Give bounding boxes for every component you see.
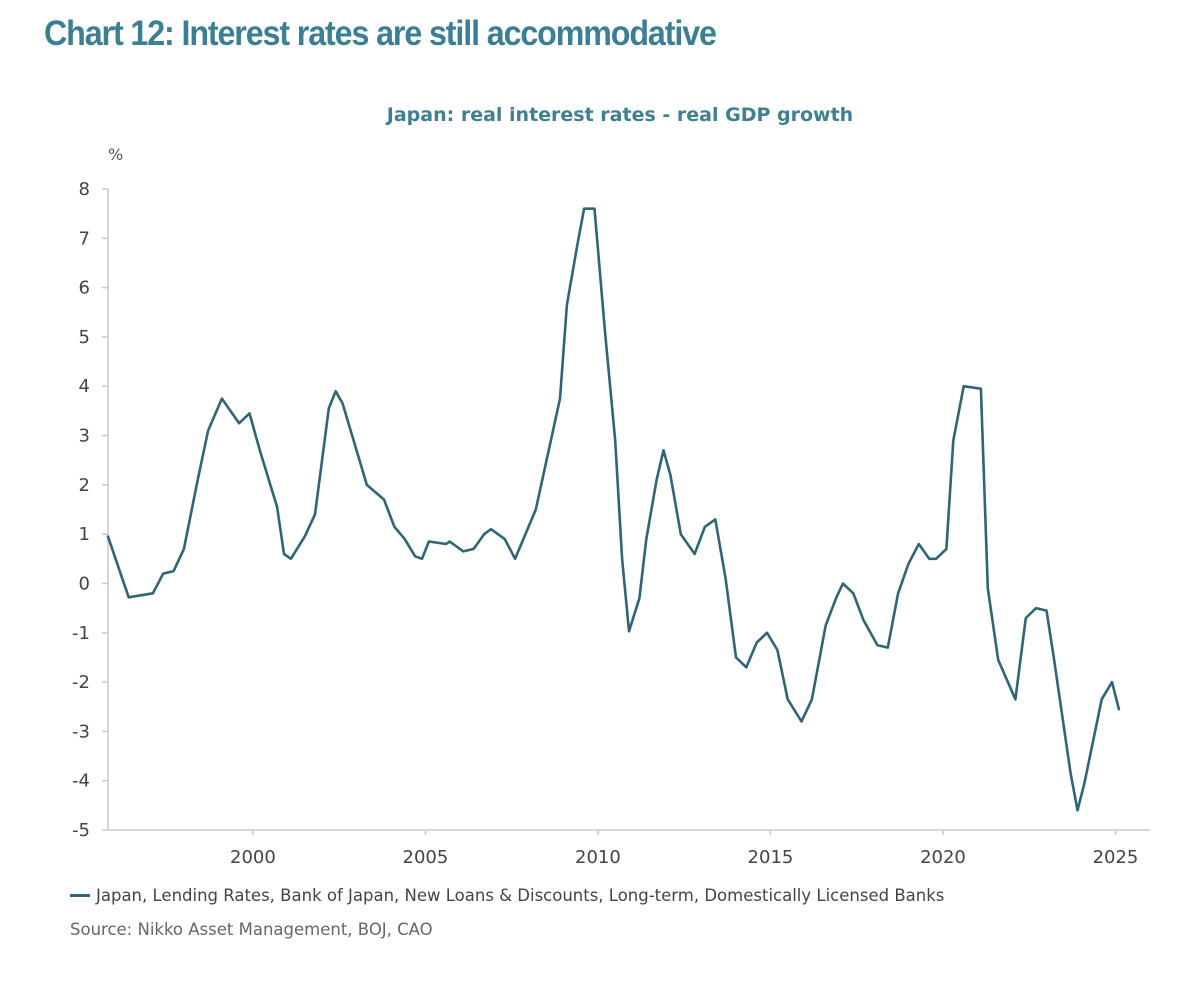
- y-axis-unit-label: %: [108, 145, 124, 164]
- series-group: [106, 207, 1121, 812]
- y-tick-label: -5: [72, 820, 90, 841]
- legend-label: Japan, Lending Rates, Bank of Japan, New…: [96, 886, 945, 905]
- source-note: Source: Nikko Asset Management, BOJ, CAO: [70, 920, 433, 939]
- y-tick-label: 3: [79, 426, 90, 447]
- y-tick-label: 4: [79, 376, 90, 397]
- y-tick-label: 6: [79, 278, 90, 299]
- y-tick-label: 0: [79, 573, 90, 594]
- legend: Japan, Lending Rates, Bank of Japan, New…: [70, 886, 944, 905]
- y-tick-label: -3: [72, 721, 90, 742]
- page-title: Chart 12: Interest rates are still accom…: [44, 14, 717, 53]
- y-tick-label: -4: [72, 771, 90, 792]
- y-tick-label: 7: [79, 228, 90, 249]
- x-tick-label: 2000: [230, 847, 276, 868]
- y-axis-ticks: 8 7 6 5 4 3 2 1 0 -1 -2 -3 -4 -5: [72, 179, 108, 841]
- x-axis-ticks: 2000 2005 2010 2015 2020 2025: [230, 830, 1138, 868]
- chart-title: Japan: real interest rates - real GDP gr…: [386, 104, 854, 126]
- y-tick-label: 2: [79, 475, 90, 496]
- y-tick-label: -1: [72, 623, 90, 644]
- x-tick-label: 2020: [920, 847, 966, 868]
- x-tick-label: 2005: [403, 847, 449, 868]
- y-tick-label: 8: [79, 179, 90, 200]
- y-tick-label: 5: [79, 327, 90, 348]
- legend-swatch: [70, 894, 90, 897]
- x-tick-label: 2025: [1093, 847, 1139, 868]
- axes: [107, 189, 1150, 831]
- series-line: [106, 207, 1121, 812]
- y-tick-label: 1: [79, 524, 90, 545]
- x-tick-label: 2010: [575, 847, 621, 868]
- y-tick-label: -2: [72, 672, 90, 693]
- x-tick-label: 2015: [748, 847, 794, 868]
